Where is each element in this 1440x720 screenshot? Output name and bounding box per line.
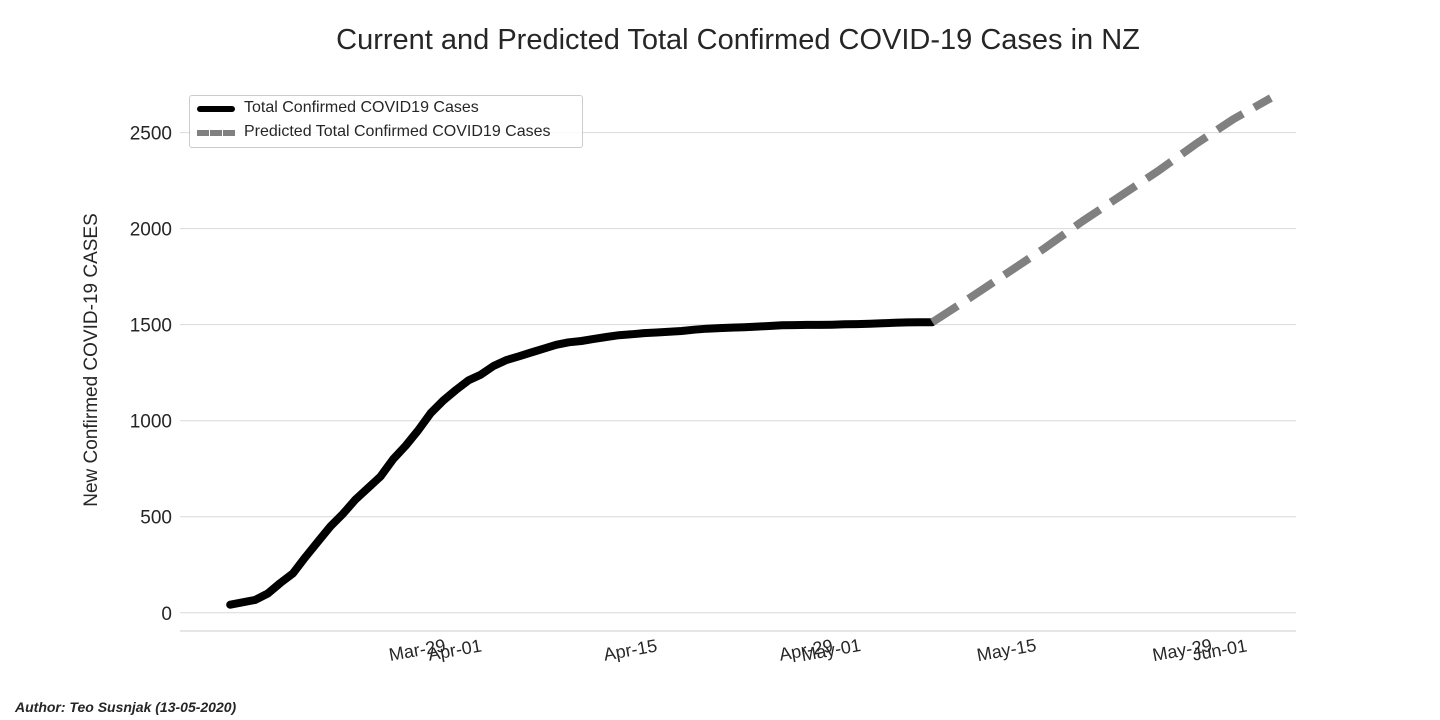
y-tick-label-500: 500 bbox=[140, 508, 172, 529]
legend: Total Confirmed COVID19 Cases Predicted … bbox=[189, 95, 583, 148]
legend-swatch-solid bbox=[197, 106, 235, 112]
author-credit: Author: Teo Susnjak (13-05-2020) bbox=[15, 699, 237, 715]
legend-label-predicted: Predicted Total Confirmed COVID19 Cases bbox=[244, 123, 551, 140]
y-tick-label-1500: 1500 bbox=[130, 316, 172, 337]
legend-swatch-dashed bbox=[197, 130, 235, 136]
chart-title: Current and Predicted Total Confirmed CO… bbox=[336, 24, 1140, 56]
y-tick-label-1000: 1000 bbox=[130, 412, 172, 433]
series-line-predicted bbox=[930, 94, 1273, 326]
y-tick-label-0: 0 bbox=[161, 604, 172, 625]
x-tick-label-apr-15: Apr-15 bbox=[602, 636, 659, 665]
series-line-actual bbox=[226, 318, 937, 609]
legend-label-actual: Total Confirmed COVID19 Cases bbox=[244, 99, 479, 116]
y-tick-label-2500: 2500 bbox=[130, 124, 172, 145]
x-tick-label-may-15: May-15 bbox=[975, 635, 1038, 665]
y-tick-label-2000: 2000 bbox=[130, 220, 172, 241]
